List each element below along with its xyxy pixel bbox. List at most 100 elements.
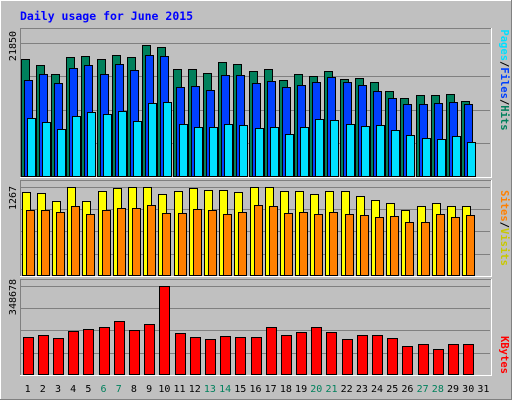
- bar-sites-day-21: [329, 212, 338, 276]
- x-tick-label-day-2: 2: [40, 384, 46, 395]
- x-tick-label-day-15: 15: [234, 384, 246, 395]
- bar-kbytes-day-25: [387, 338, 398, 375]
- x-tick-label-day-24: 24: [371, 384, 383, 395]
- bar-pages-day-21: [330, 120, 339, 177]
- bar-sites-day-4: [71, 206, 80, 276]
- bar-pages-day-28: [437, 139, 446, 177]
- bar-kbytes-day-6: [99, 327, 110, 375]
- x-tick-label-day-1: 1: [25, 384, 31, 395]
- x-tick-label-day-4: 4: [70, 384, 76, 395]
- bar-kbytes-day-15: [235, 337, 246, 375]
- x-tick-label-day-18: 18: [280, 384, 292, 395]
- bar-sites-day-5: [86, 214, 95, 276]
- legend-separator-3: /: [498, 222, 510, 228]
- bar-sites-day-13: [208, 210, 217, 276]
- x-tick-label-day-30: 30: [462, 384, 474, 395]
- x-tick-label-day-26: 26: [401, 384, 413, 395]
- x-tick-label-day-13: 13: [204, 384, 216, 395]
- bar-pages-day-29: [452, 136, 461, 177]
- bar-pages-day-2: [42, 122, 51, 177]
- bar-kbytes-day-5: [83, 329, 94, 375]
- bar-sites-day-9: [147, 205, 156, 276]
- bar-sites-day-27: [421, 222, 430, 276]
- bar-kbytes-day-1: [23, 337, 34, 375]
- bar-sites-day-6: [102, 210, 111, 276]
- bar-sites-day-29: [451, 217, 460, 276]
- bar-pages-day-20: [315, 119, 324, 177]
- bar-sites-day-10: [162, 213, 171, 276]
- bar-sites-day-12: [193, 209, 202, 276]
- x-tick-label-day-8: 8: [131, 384, 137, 395]
- bar-sites-day-28: [436, 214, 445, 276]
- bar-sites-day-20: [314, 214, 323, 276]
- bar-kbytes-day-30: [463, 344, 474, 375]
- bar-pages-day-3: [57, 129, 66, 177]
- bar-pages-day-13: [209, 127, 218, 177]
- bar-sites-day-18: [284, 213, 293, 276]
- bar-kbytes-day-29: [448, 344, 459, 375]
- bar-sites-day-30: [466, 215, 475, 276]
- bar-pages-day-22: [346, 124, 355, 177]
- x-tick-label-day-10: 10: [158, 384, 170, 395]
- bar-kbytes-day-24: [372, 335, 383, 375]
- legend-hits-files-pages: Pages/Files/Hits: [498, 29, 510, 130]
- bar-pages-day-23: [361, 126, 370, 177]
- bar-pages-day-5: [87, 112, 96, 177]
- bar-sites-day-24: [375, 217, 384, 276]
- bar-kbytes-day-2: [38, 335, 49, 375]
- bar-pages-day-16: [255, 128, 264, 177]
- legend-kbytes-label: KBytes: [498, 336, 510, 374]
- panel-2-ymax-label: 1267: [8, 186, 19, 210]
- x-tick-label-day-12: 12: [189, 384, 201, 395]
- bar-pages-day-14: [224, 124, 233, 177]
- legend-kbytes: KBytes: [498, 336, 510, 374]
- bar-pages-day-6: [103, 114, 112, 177]
- x-tick-label-day-7: 7: [116, 384, 122, 395]
- bar-pages-day-11: [179, 124, 188, 177]
- bar-pages-day-17: [270, 127, 279, 177]
- bar-kbytes-day-20: [311, 327, 322, 375]
- bar-kbytes-day-4: [68, 331, 79, 375]
- legend-visits-sites: Sites/Visits: [498, 190, 510, 266]
- bar-pages-day-27: [422, 138, 431, 177]
- legend-visits-label: Visits: [498, 228, 510, 266]
- bar-sites-day-22: [345, 214, 354, 276]
- x-tick-label-day-3: 3: [55, 384, 61, 395]
- bar-kbytes-day-8: [129, 330, 140, 375]
- bar-sites-day-17: [269, 206, 278, 276]
- x-tick-label-day-19: 19: [295, 384, 307, 395]
- x-tick-label-day-27: 27: [417, 384, 429, 395]
- bar-kbytes-day-22: [342, 339, 353, 375]
- panel-1-ymax-label: 21850: [8, 31, 19, 61]
- bar-kbytes-day-3: [53, 338, 64, 375]
- bar-pages-day-19: [300, 127, 309, 177]
- x-tick-label-day-22: 22: [341, 384, 353, 395]
- x-tick-label-day-9: 9: [146, 384, 152, 395]
- bar-pages-day-18: [285, 134, 294, 177]
- legend-separator-1: /: [498, 61, 510, 67]
- legend-pages-label: Pages: [498, 29, 510, 61]
- bar-sites-day-1: [26, 210, 35, 276]
- x-axis-labels: 1 2 3 4 5 6 7 8 9 10 11 12 13 14 15 16 17 18 19 20 21 22 23 24 2…: [25, 384, 490, 395]
- chart-title: Daily usage for June 2015: [20, 9, 193, 23]
- bar-kbytes-day-10: [159, 286, 170, 375]
- legend-sites-label: Sites: [498, 190, 510, 222]
- bar-pages-day-15: [239, 125, 248, 177]
- bar-kbytes-day-21: [326, 332, 337, 375]
- x-tick-label-day-17: 17: [265, 384, 277, 395]
- legend-separator-2: /: [498, 99, 510, 105]
- x-tick-label-day-6: 6: [101, 384, 107, 395]
- bar-pages-day-25: [391, 130, 400, 177]
- bar-pages-day-30: [467, 142, 476, 177]
- legend-hits-label: Hits: [498, 105, 510, 130]
- bar-pages-day-12: [194, 127, 203, 177]
- panel-3-ymax-label: 348678: [8, 279, 19, 315]
- bar-kbytes-day-11: [175, 333, 186, 375]
- bar-pages-day-9: [148, 103, 157, 177]
- bar-sites-day-15: [238, 212, 247, 276]
- bar-sites-day-3: [56, 212, 65, 276]
- bar-pages-day-24: [376, 125, 385, 177]
- bar-sites-day-19: [299, 212, 308, 276]
